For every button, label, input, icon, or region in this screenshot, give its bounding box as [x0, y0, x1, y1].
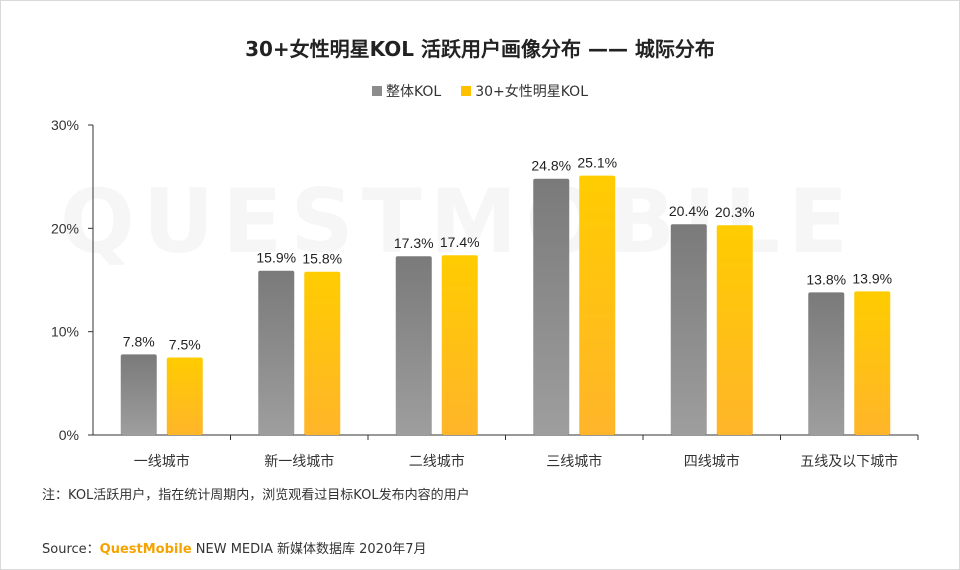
data-label: 15.9% — [256, 250, 296, 266]
data-label: 13.9% — [852, 270, 892, 286]
axes: 0% 10% 20% 30% 一线城市 新一线城市 二线城市 三线城市 四线城市 五线及以下城市 — [51, 117, 919, 470]
x-tick-label: 一线城市 — [134, 453, 190, 470]
bar-overall-kol — [670, 224, 707, 435]
bar-female-star-kol — [304, 271, 341, 435]
bar-overall-kol — [808, 292, 845, 435]
data-label: 24.8% — [531, 158, 571, 174]
legend-swatch-overall-kol — [371, 86, 382, 96]
bar-female-star-kol — [579, 175, 616, 435]
bar-female-star-kol — [716, 225, 753, 435]
bar-overall-kol — [395, 256, 432, 435]
data-label: 20.3% — [715, 204, 755, 220]
x-tick-label: 二线城市 — [409, 453, 465, 470]
legend-label-overall-kol: 整体KOL — [385, 84, 442, 100]
y-tick-label: 10% — [51, 324, 79, 340]
y-tick-label: 20% — [51, 220, 79, 236]
data-label: 7.5% — [169, 337, 201, 353]
bars: 7.8% 7.5% 15.9% 15.8% 17.3% 17.4% 24.8% 25.1% 20… — [120, 155, 892, 435]
x-tick-label: 五线及以下城市 — [800, 453, 898, 470]
source-line: Source：QuestMobile NEW MEDIA 新媒体数据库 2020… — [42, 538, 427, 557]
legend-label-female-star-kol: 30+女性明星KOL — [475, 84, 588, 100]
bar-overall-kol — [533, 178, 570, 435]
chart-legend: 整体KOL 30+女性明星KOL — [0, 81, 960, 101]
y-tick-label: 0% — [59, 427, 79, 443]
footnote: 注：KOL活跃用户，指在统计周期内，浏览观看过目标KOL发布内容的用户 — [42, 488, 470, 503]
y-tick-label: 30% — [51, 117, 79, 133]
x-tick-label: 四线城市 — [684, 453, 740, 470]
bar-female-star-kol — [166, 357, 203, 435]
source-prefix: Source： — [42, 542, 100, 557]
legend-item-female-star-kol: 30+女性明星KOL — [461, 81, 588, 101]
source-brand: QuestMobile — [99, 542, 192, 557]
legend-item-overall-kol: 整体KOL — [371, 81, 442, 101]
data-label: 17.4% — [440, 234, 480, 250]
x-tick-label: 新一线城市 — [264, 453, 334, 470]
bar-overall-kol — [258, 270, 295, 435]
data-label: 7.8% — [123, 333, 155, 349]
bar-overall-kol — [120, 354, 157, 435]
data-label: 25.1% — [577, 155, 617, 171]
data-label: 15.8% — [302, 251, 342, 267]
bar-female-star-kol — [441, 255, 478, 435]
bar-female-star-kol — [854, 291, 891, 435]
chart-title: 30+女性明星KOL 活跃用户画像分布 —— 城际分布 — [245, 37, 715, 61]
data-label: 13.8% — [806, 271, 846, 287]
data-label: 20.4% — [669, 203, 709, 219]
x-tick-label: 三线城市 — [546, 453, 602, 470]
legend-swatch-female-star-kol — [461, 86, 472, 96]
data-label: 17.3% — [394, 235, 434, 251]
source-suffix: NEW MEDIA 新媒体数据库 2020年7月 — [191, 542, 427, 557]
